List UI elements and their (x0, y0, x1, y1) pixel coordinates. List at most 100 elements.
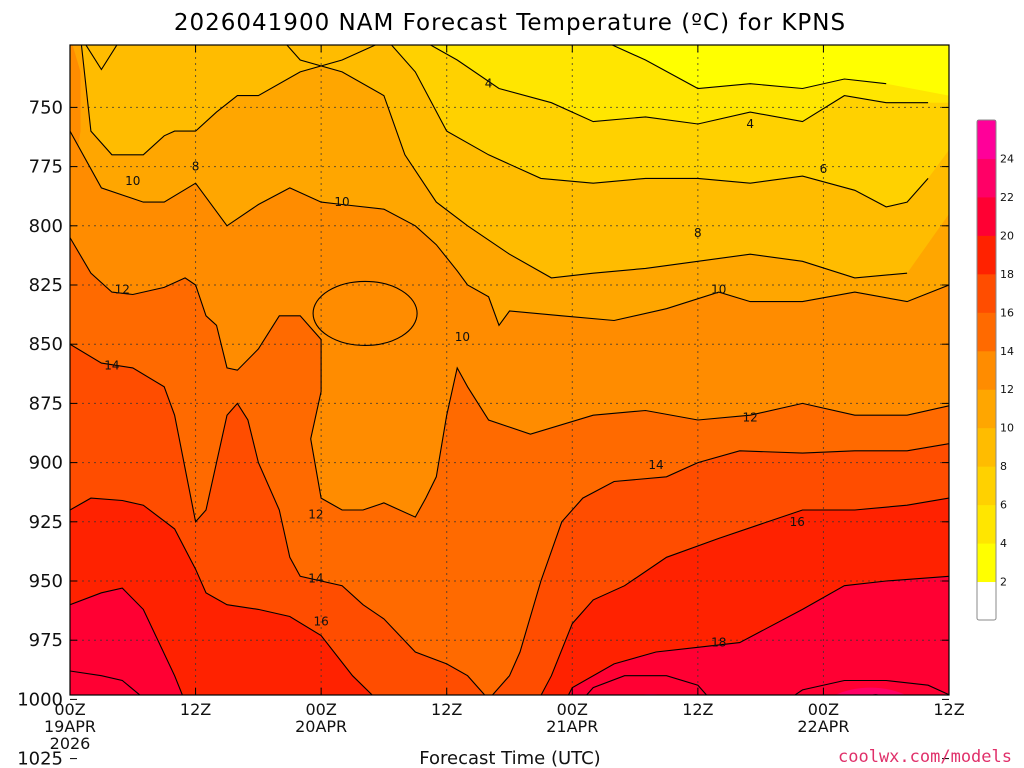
y-tick-label: 1025 (17, 749, 63, 768)
colorbar-segment-18 (977, 235, 996, 275)
isotherm-12-pocket (312, 280, 418, 346)
field-24-right (841, 702, 901, 734)
credit-text: coolwx.com/models (838, 747, 1012, 767)
contour-label-8: 8 (694, 226, 702, 240)
x-tick-label: 00Z (305, 700, 336, 719)
colorbar-label-14: 14 (1000, 345, 1014, 358)
y-tick-label: 825 (29, 275, 63, 296)
colorbar-label-12: 12 (1000, 383, 1014, 396)
isotherm-2-upper (610, 45, 887, 90)
contour-label-4: 4 (485, 77, 493, 91)
isotherm-lines (70, 45, 949, 695)
contour-label-16: 16 (790, 515, 805, 529)
contour-label-14: 14 (104, 359, 119, 373)
colorbar-segment-10 (977, 389, 996, 429)
contour-label-12: 12 (743, 411, 758, 425)
contour-label-10: 10 (711, 283, 726, 297)
field-18-band (70, 576, 949, 695)
isotherm-6-upper (390, 45, 929, 208)
y-tick-label: 800 (29, 216, 63, 237)
isotherm-18 (70, 575, 949, 695)
contour-labels: 4 4 6 8 8 10 10 10 10 12 12 12 14 14 14 16 16 18 (104, 77, 827, 650)
contour-label-14: 14 (648, 458, 663, 472)
colorbar-segment-4 (977, 504, 996, 544)
colorbar-segment-12 (977, 350, 996, 390)
y-tick-label: 875 (29, 393, 63, 414)
x-tick-date: 19APR (44, 717, 96, 736)
x-tick-year: 2026 (50, 734, 91, 753)
colorbar-segment-24 (977, 120, 996, 159)
y-tick-label: 925 (29, 512, 63, 533)
colorbar-segment-14 (977, 312, 996, 352)
isotherm-4 (85, 45, 118, 71)
contour-label-12: 12 (308, 508, 323, 522)
contour-label-6: 6 (820, 162, 828, 176)
contour-label-16: 16 (314, 614, 329, 628)
y-axis: 750 775 800 825 850 875 900 925 950 975 1000 1025 (17, 97, 949, 768)
y-tick-label: 1000 (17, 689, 63, 710)
y-tick-label: 850 (29, 334, 63, 355)
isotherm-8 (80, 45, 377, 156)
y-tick-label: 775 (29, 157, 63, 178)
colorbar-label-8: 8 (1000, 460, 1007, 473)
x-tick-label: 00Z (808, 700, 839, 719)
field-12-edge (70, 45, 81, 203)
field-12-pocket (313, 281, 418, 346)
isotherm-12 (70, 237, 949, 518)
field-8-upper-left (81, 45, 376, 155)
isotherm-10 (70, 130, 949, 327)
colorbar-label-18: 18 (1000, 268, 1014, 281)
colorbar-frame (976, 119, 997, 621)
colorbar-label-2: 2 (1000, 576, 1007, 589)
x-tick-label: 12Z (431, 700, 462, 719)
y-tick-label: 900 (29, 453, 63, 474)
x-tick-label: 12Z (682, 700, 713, 719)
x-tick-date: 22APR (797, 717, 849, 736)
contour-label-4: 4 (746, 117, 754, 131)
x-tick-label: 12Z (180, 700, 211, 719)
colorbar-label-6: 6 (1000, 499, 1007, 512)
x-tick-label: 12Z (933, 700, 964, 719)
field-2-band (612, 45, 949, 96)
isotherm-8-upper (286, 45, 908, 279)
colorbar-segment-6 (977, 466, 996, 506)
contour-label-10: 10 (125, 174, 140, 188)
colorbar-label-10: 10 (1000, 422, 1014, 435)
y-tick-label: 950 (29, 571, 63, 592)
x-tick-label: 00Z (557, 700, 588, 719)
colorbar-segment-lt2 (977, 581, 996, 620)
colorbar-label-22: 22 (1000, 191, 1014, 204)
isotherm-20 (70, 670, 141, 695)
isotherm-4-upper (429, 45, 929, 125)
contour-label-18: 18 (711, 636, 726, 650)
colorbar-segment-20 (977, 196, 996, 236)
colorbar-segment-8 (977, 427, 996, 467)
colorbar-label-16: 16 (1000, 306, 1014, 319)
field-22-mid (640, 693, 661, 695)
x-tick-date: 20APR (295, 717, 347, 736)
x-tick-label: 00Z (54, 700, 85, 719)
contour-label-12: 12 (115, 283, 130, 297)
x-axis-label: Forecast Time (UTC) (419, 748, 600, 768)
field-22-right (835, 687, 906, 695)
colorbar-label-4: 4 (1000, 537, 1007, 550)
colorbar-segment-16 (977, 273, 996, 313)
colorbar-label-24: 24 (1000, 152, 1014, 165)
plot-frame (69, 44, 950, 696)
isotherm-20b (585, 675, 708, 695)
isotherm-16 (70, 497, 949, 695)
contour-label-10: 10 (334, 195, 349, 209)
colorbar-label-20: 20 (1000, 229, 1014, 242)
contour-label-10: 10 (455, 330, 470, 344)
chart-title: 2026041900 NAM Forecast Temperature (ºC)… (174, 10, 846, 36)
isotherm-14 (70, 343, 949, 695)
colorbar-segment-22 (977, 158, 996, 198)
contour-label-8: 8 (192, 160, 200, 174)
colorbar-segment-2 (977, 543, 996, 583)
y-tick-label: 975 (29, 630, 63, 651)
contour-label-14: 14 (308, 572, 323, 586)
x-tick-date: 21APR (546, 717, 598, 736)
